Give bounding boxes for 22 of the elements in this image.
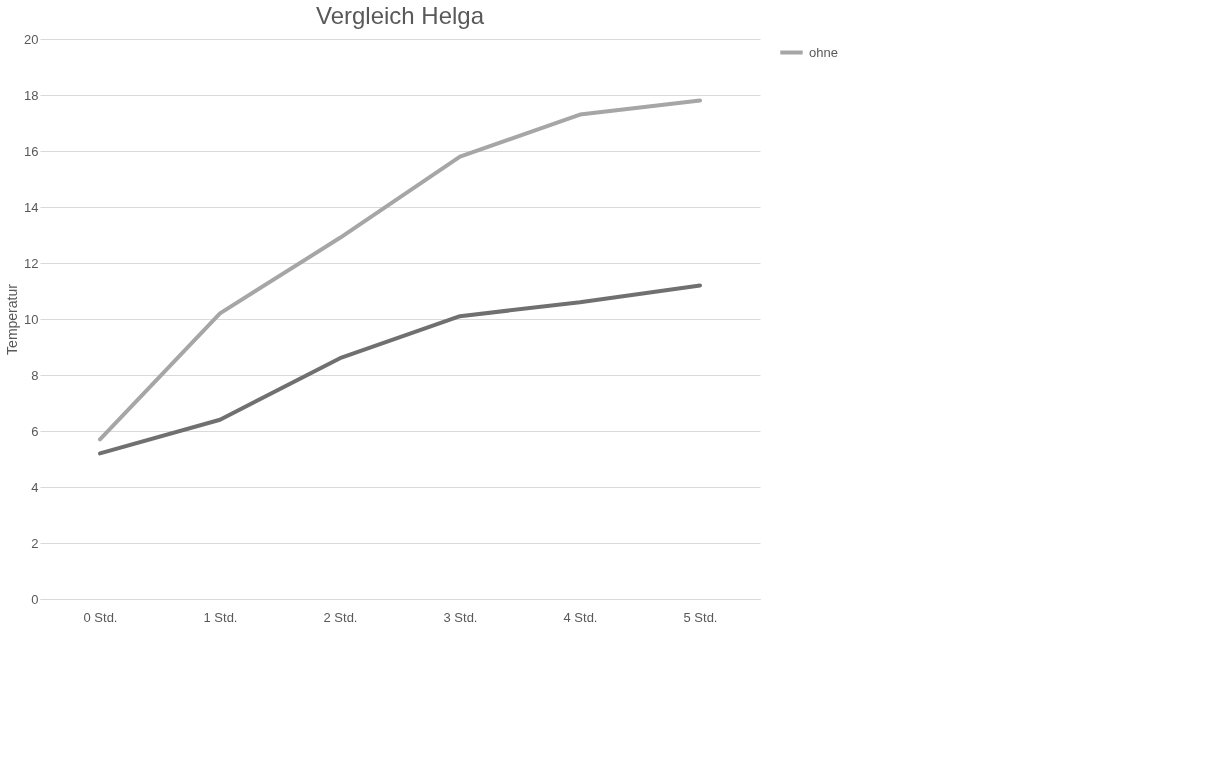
y-tick-label: 10 (24, 311, 39, 327)
y-tick-label: 6 (31, 423, 39, 439)
y-tick-label: 2 (31, 535, 39, 551)
y-tick-label: 18 (24, 87, 39, 103)
x-tick-label: 1 Std. (203, 609, 238, 625)
y-tick-label: 12 (24, 255, 39, 271)
y-axis-title: Temperatur (4, 283, 21, 355)
y-tick-label: 8 (31, 367, 39, 383)
legend-label: ohne (809, 44, 838, 60)
x-tick-label: 5 Std. (683, 609, 718, 625)
x-tick-label: 2 Std. (323, 609, 358, 625)
x-tick-label: 0 Std. (83, 609, 118, 625)
y-tick-label: 20 (24, 31, 39, 47)
x-tick-label: 3 Std. (443, 609, 478, 625)
x-tick-label: 4 Std. (563, 609, 598, 625)
line-series (98, 283, 702, 456)
line-series (98, 98, 702, 442)
y-tick-label: 4 (31, 479, 39, 495)
y-tick-label: 0 (31, 591, 39, 607)
y-tick-label: 14 (24, 199, 39, 215)
chart-title: Vergleich Helga (315, 2, 485, 29)
y-tick-label: 16 (24, 143, 39, 159)
